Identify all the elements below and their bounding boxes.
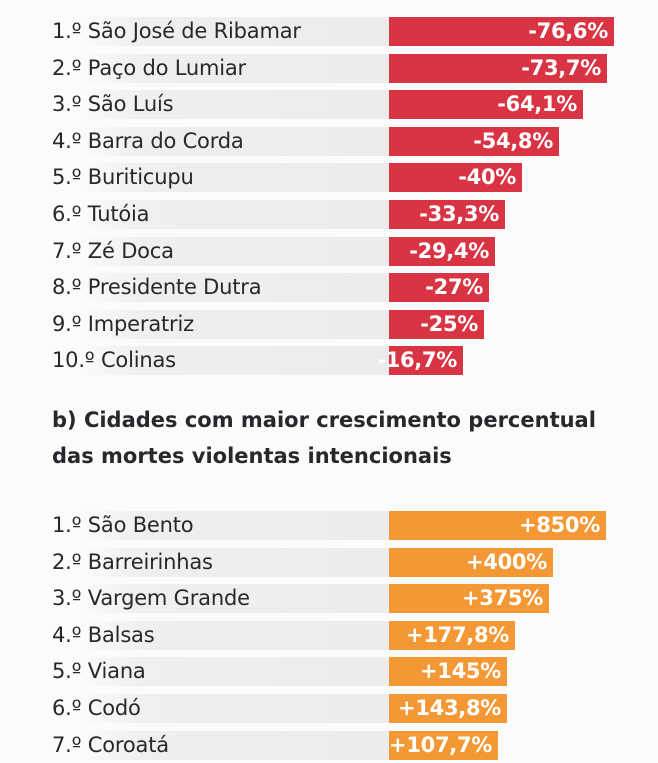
section-b-title: b) Cidades com maior crescimento percent…	[52, 408, 596, 468]
category-label: 5.º Buriticupu	[52, 165, 194, 190]
row-background	[80, 694, 389, 723]
row-background	[80, 730, 389, 760]
bar-row: 6.º Tutóia -33,3%	[52, 200, 658, 229]
row-background	[80, 90, 389, 120]
data-label: -76,6%	[528, 19, 608, 43]
category-label: 6.º Tutóia	[52, 202, 150, 226]
category-label: 4.º Balsas	[52, 622, 155, 647]
bar-row: 4.º Balsas +177,8%	[52, 620, 658, 650]
data-label: -25%	[420, 311, 478, 336]
bar: +143,8%	[389, 694, 507, 723]
data-label: +177,8%	[406, 622, 509, 647]
data-label: +850%	[519, 513, 600, 537]
bar: -25%	[389, 309, 484, 339]
data-label: -40%	[458, 165, 516, 190]
bar-row: 2.º Barreirinhas +400%	[52, 547, 658, 577]
data-label: +375%	[462, 586, 543, 611]
data-label: -29,4%	[409, 238, 489, 263]
bar: -76,6%	[389, 17, 614, 46]
data-label: +145%	[420, 659, 501, 684]
category-label: 4.º Barra do Corda	[52, 128, 244, 153]
row-background	[80, 53, 389, 83]
data-label: +400%	[466, 549, 547, 574]
category-label: 7.º Zé Doca	[52, 238, 174, 263]
row-background	[80, 273, 389, 303]
row-background	[80, 17, 389, 46]
bar: -64,1%	[389, 90, 583, 120]
bar: -73,7%	[389, 53, 607, 83]
bar: -29,4%	[389, 236, 495, 266]
row-background	[80, 620, 389, 650]
category-label: 7.º Coroatá	[52, 732, 169, 757]
category-label: 1.º São Bento	[52, 513, 194, 537]
row-background	[80, 163, 389, 193]
bar-row: 1.º São Bento +850%	[52, 511, 658, 540]
bar: -40%	[389, 163, 522, 193]
bar: -33,3%	[389, 200, 505, 229]
category-label: 3.º Vargem Grande	[52, 586, 250, 611]
row-background	[80, 657, 389, 687]
row-background	[80, 236, 389, 266]
row-background	[80, 200, 389, 229]
bar: -54,8%	[389, 126, 559, 156]
bar-row: 1.º São José de Ribamar -76,6%	[52, 17, 658, 46]
data-label: -73,7%	[521, 55, 601, 80]
category-label: 9.º Imperatriz	[52, 311, 194, 336]
row-background	[80, 346, 389, 376]
data-label: -54,8%	[473, 128, 553, 153]
category-label: 1.º São José de Ribamar	[52, 19, 301, 43]
row-background	[80, 309, 389, 339]
bar: +375%	[389, 584, 549, 614]
category-label: 6.º Codó	[52, 696, 141, 720]
data-label: -27%	[425, 275, 483, 300]
bar: +107,7%	[389, 730, 498, 760]
bar-row: 5.º Viana +145%	[52, 657, 658, 687]
bar: -16,7%	[377, 346, 463, 376]
bar-row: 2.º Paço do Lumiar -73,7%	[52, 53, 658, 83]
bar-row: 3.º Vargem Grande +375%	[52, 584, 658, 614]
category-label: 2.º Barreirinhas	[52, 549, 213, 574]
bar-row: 4.º Barra do Corda -54,8%	[52, 126, 658, 156]
bar-row: 10.º Colinas -16,7%	[52, 346, 658, 376]
bar-row: 6.º Codó +143,8%	[52, 694, 658, 723]
data-label: -64,1%	[497, 92, 577, 117]
row-background	[80, 584, 389, 614]
category-label: 3.º São Luís	[52, 92, 174, 117]
bar-row: 5.º Buriticupu -40%	[52, 163, 658, 193]
bar-row: 9.º Imperatriz -25%	[52, 309, 658, 339]
bar-row: 7.º Coroatá +107,7%	[52, 730, 658, 760]
data-label: +143,8%	[398, 696, 501, 720]
category-label: 5.º Viana	[52, 659, 146, 684]
bar: +850%	[389, 511, 606, 540]
row-background	[80, 126, 389, 156]
category-label: 10.º Colinas	[52, 348, 176, 373]
bar: +145%	[389, 657, 507, 687]
row-background	[80, 511, 389, 540]
category-label: 8.º Presidente Dutra	[52, 275, 262, 300]
bar: +400%	[389, 547, 553, 577]
data-label: -16,7%	[377, 348, 457, 373]
data-label: -33,3%	[419, 202, 499, 226]
bar: +177,8%	[389, 620, 515, 650]
category-label: 2.º Paço do Lumiar	[52, 55, 246, 80]
bar: -27%	[389, 273, 489, 303]
data-label: +107,7%	[389, 732, 492, 757]
bar-row: 8.º Presidente Dutra -27%	[52, 273, 658, 303]
row-background	[80, 547, 389, 577]
bar-row: 3.º São Luís -64,1%	[52, 90, 658, 120]
bar-row: 7.º Zé Doca -29,4%	[52, 236, 658, 266]
